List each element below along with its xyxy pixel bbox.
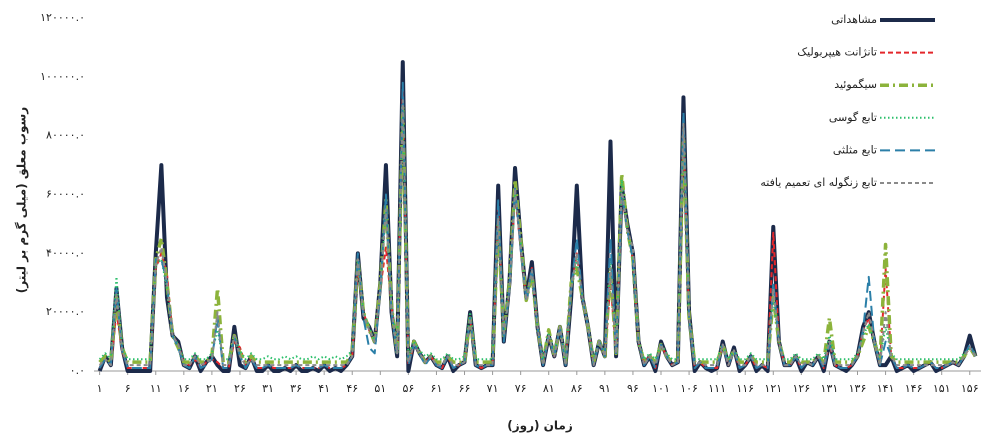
x-tick-label: ۱۰۶ [680,382,698,395]
legend-label: سیگموئید [834,78,877,91]
x-tick-label: ۱۶ [178,382,190,395]
x-tick-label: ۵۶ [402,382,414,395]
x-tick-label: ۱۴۱ [877,382,895,395]
y-axis-label: رسوب معلق (میلی گرم بر لیتر) [15,107,30,294]
legend-bg [745,10,945,30]
series-line [98,104,977,364]
x-tick-label: ۶ [125,382,131,395]
x-tick-label: ۱۴۶ [905,382,923,395]
x-tick-label: ۲۶ [234,382,246,395]
y-tick-label: ۲۰۰۰۰.۰ [46,305,85,318]
legend-bg [745,107,945,128]
legend-bg [745,140,945,161]
x-tick-label: ۷۶ [515,382,527,395]
legend-label: مشاهداتی [831,13,877,26]
x-tick-label: ۱۳۱ [821,382,839,395]
y-tick-label: ۱۲۰۰۰۰.۰ [40,11,85,24]
x-tick-label: ۱۲۱ [764,382,782,395]
x-tick-label: ۶۱ [431,382,443,395]
x-tick-label: ۸۱ [543,382,555,395]
y-tick-label: ۶۰۰۰۰.۰ [46,188,85,201]
x-tick-label: ۸۶ [571,382,583,395]
y-tick-label: ۴۰۰۰۰.۰ [46,246,85,259]
x-axis-label: زمان (روز) [507,419,573,434]
legend-bg [745,42,945,63]
x-tick-label: ۱۱۱ [708,382,726,395]
x-tick-label: ۹۶ [627,382,639,395]
legend-label: تابع گوسی [829,111,877,124]
x-tick-label: ۱۳۶ [849,382,867,395]
x-tick-label: ۹۱ [599,382,611,395]
series-line [98,99,977,367]
x-tick-label: ۱۵۱ [933,382,951,395]
x-tick-label: ۷۱ [487,382,499,395]
y-tick-label: ۸۰۰۰۰.۰ [46,129,85,142]
legend-label: تابع زنگوله ای تعمیم یافته [760,176,877,189]
legend-bg [745,173,945,193]
x-tick-label: ۱۰۱ [652,382,670,395]
x-tick-label: ۱۲۶ [792,382,810,395]
x-tick-label: ۳۶ [290,382,302,395]
x-tick-label: ۱۱۶ [736,382,754,395]
y-tick-label: ۱۰۰۰۰۰.۰ [40,70,85,83]
x-tick-label: ۴۱ [318,382,330,395]
x-tick-label: ۱۵۶ [961,382,979,395]
y-tick-label: ۰.۰ [70,364,85,377]
x-tick-label: ۱ [97,382,103,395]
legend-label: تانژانت هیپربولیک [797,46,877,59]
x-tick-label: ۳۱ [262,382,274,395]
x-tick-label: ۱۱ [150,382,162,395]
series-line [98,105,977,361]
x-tick-label: ۵۱ [374,382,386,395]
legend-label: تابع مثلثی [833,143,877,156]
x-tick-label: ۶۶ [459,382,471,395]
x-tick-label: ۲۱ [206,382,218,395]
legend-bg [745,75,945,96]
x-tick-label: ۴۶ [346,382,358,395]
